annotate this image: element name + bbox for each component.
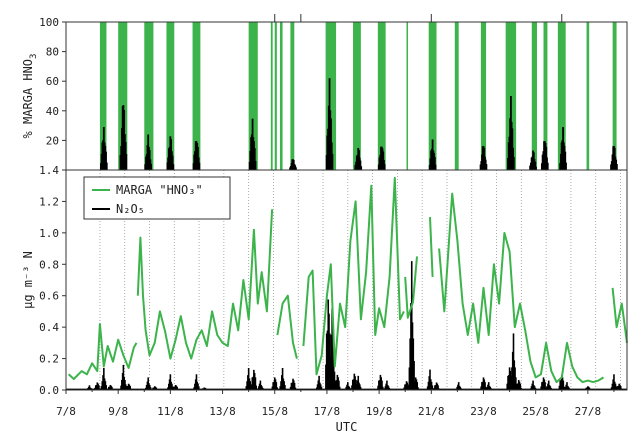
y-tick-label-bottom: 1.0 — [39, 227, 59, 240]
hno3-series-line — [276, 294, 298, 359]
fraction-bar — [565, 162, 567, 170]
fraction-bar — [535, 166, 537, 170]
x-tick-label: 13/8 — [209, 405, 236, 418]
hno3-fraction-band — [454, 22, 459, 170]
fraction-bar — [485, 164, 488, 170]
hno3-fraction-band — [531, 22, 537, 170]
hno3-series-line — [404, 256, 418, 319]
hno3-fraction-band — [428, 22, 437, 170]
y-axis-label-top-main: % MARGA HNO — [21, 59, 35, 138]
x-tick-label: 23/8 — [470, 405, 497, 418]
y-tick-label-top: 100 — [39, 16, 59, 29]
hno3-fraction-band — [166, 22, 175, 170]
chart-legend: MARGA "HNO₃" N₂O₅ — [83, 176, 231, 220]
legend-label-n2o5: N₂O₅ — [116, 202, 145, 216]
fraction-bar — [105, 162, 108, 170]
fraction-bar — [171, 155, 174, 170]
x-tick-label: 21/8 — [418, 405, 445, 418]
y-tick-label-bottom: 0.2 — [39, 353, 59, 366]
fraction-bar — [534, 161, 537, 170]
hno3-series-line — [429, 217, 434, 277]
y-tick-label-bottom: 1.4 — [39, 164, 59, 177]
fraction-bar — [198, 162, 201, 170]
fraction-bar — [150, 163, 153, 170]
fraction-bar — [360, 166, 363, 170]
y-tick-label-top: 60 — [46, 75, 59, 88]
fraction-bar — [331, 153, 334, 170]
x-tick-label: 11/8 — [157, 405, 184, 418]
hno3-fraction-band — [248, 22, 258, 170]
hno3-fraction-band — [557, 22, 566, 170]
fraction-bar — [564, 151, 567, 170]
y-tick-label-bottom: 1.2 — [39, 195, 59, 208]
hno3-fraction-band — [543, 22, 548, 170]
fraction-bar — [546, 162, 549, 170]
hno3-fraction-band — [377, 22, 386, 170]
y-tick-label-bottom: 0.6 — [39, 290, 59, 303]
fraction-bar — [125, 154, 128, 170]
hno3-fraction-band — [290, 22, 295, 170]
legend-label-hno3: MARGA "HNO₃" — [116, 183, 203, 197]
fraction-bar — [105, 151, 107, 170]
y-tick-label-bottom: 0.4 — [39, 321, 59, 334]
fraction-bar — [254, 161, 257, 170]
x-tick-label: 19/8 — [366, 405, 393, 418]
hno3-fraction-band — [480, 22, 487, 170]
x-tick-label: 15/8 — [261, 405, 288, 418]
x-axis-label: UTC — [336, 420, 358, 434]
hno3-fraction-band — [274, 22, 277, 170]
bottom-panel-frame — [65, 169, 628, 391]
hno3-fraction-band — [325, 22, 337, 170]
hno3-fraction-band — [270, 22, 273, 170]
hno3-series-line — [302, 176, 405, 376]
fraction-bar — [434, 164, 437, 170]
fraction-bar — [512, 157, 515, 170]
fraction-bar — [615, 164, 618, 170]
fraction-bar — [295, 167, 297, 170]
hno3-fraction-band — [612, 22, 617, 170]
x-tick-label: 25/8 — [522, 405, 549, 418]
x-tick-label: 27/8 — [575, 405, 602, 418]
y-tick-label-top: 20 — [46, 134, 59, 147]
x-tick-label: 9/8 — [108, 405, 128, 418]
hno3-series-line — [438, 192, 605, 384]
hno3-series-line — [611, 287, 628, 344]
y-tick-label-top: 80 — [46, 46, 59, 59]
hno3-fraction-band — [586, 22, 590, 170]
y-tick-label-top: 40 — [46, 105, 59, 118]
y-tick-label-bottom: 0.8 — [39, 258, 59, 271]
fraction-bar — [433, 156, 436, 170]
hno3-fraction-band — [144, 22, 154, 170]
y-tick-label-bottom: 0.0 — [39, 384, 59, 397]
fraction-bar — [253, 148, 256, 170]
x-tick-label: 7/8 — [56, 405, 76, 418]
fraction-bar — [383, 164, 386, 170]
top-panel: 20 40 60 80 100 % MARGA HNO3 — [21, 14, 628, 171]
hno3-fraction-band — [99, 22, 107, 170]
hno3-fraction-band — [406, 22, 409, 170]
fraction-bar — [172, 164, 175, 170]
y-axis-label-bottom: µg m⁻³ N — [21, 251, 35, 309]
fraction-bar — [359, 160, 362, 170]
bottom-panel: 0.0 0.2 0.4 0.6 0.8 1.0 1.2 1.4 7/8 9/8 11/8 13/8 15… — [21, 164, 628, 434]
y-axis-label-top-subscript: 3 — [29, 54, 39, 59]
hno3-fraction-band — [279, 22, 283, 170]
hno3-series-line — [136, 209, 274, 360]
x-tick-label: 17/8 — [314, 405, 341, 418]
hno3-fraction-band — [118, 22, 128, 170]
legend-box — [83, 176, 231, 220]
hno3-fraction-band — [353, 22, 361, 170]
hno3-series-line — [67, 323, 138, 380]
hno3-fraction-band — [192, 22, 201, 170]
y-axis-label-top: % MARGA HNO3 — [21, 54, 39, 139]
